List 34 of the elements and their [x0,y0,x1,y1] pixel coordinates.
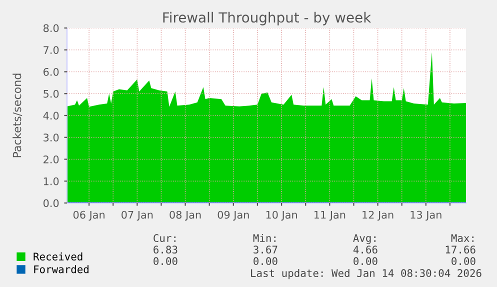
text: Max: [451,234,474,242]
text: 0.00 [154,257,178,266]
text: 3.67 [254,246,278,254]
text: 17.66 [446,246,476,254]
y-tick-label: 8.0 [44,24,59,32]
y-axis-title: Packets/second [12,74,22,158]
x-tick-label: 11 Jan [314,210,346,221]
legend-label: Received [34,252,82,260]
y-tick-label: 6.0 [44,68,59,76]
y-tick-label: 7.0 [44,46,59,54]
x-tick-label: 06 Jan [73,210,104,221]
text: Avg: [353,234,376,244]
chart-title: Firewall Throughput - by week [163,12,372,26]
x-tick-label: 07 Jan [122,210,153,221]
y-tick-label: 2.0 [44,155,59,164]
text: Cur: [154,234,176,242]
text: 0.00 [254,257,278,266]
text: 4.66 [353,246,378,254]
x-tick-label: 08 Jan [170,210,201,221]
text: Min: [253,234,276,242]
y-tick-label: 4.0 [43,112,59,120]
x-tick-label: 12 Jan [362,210,394,221]
text: 0.00 [354,257,378,266]
x-tick-label: 09 Jan [218,210,249,221]
y-tick-label: 3.0 [44,134,59,142]
text: 0.00 [452,257,476,266]
y-tick-label: 1.0 [44,177,59,186]
legend-label: Forwarded [34,265,88,274]
text: 6.83 [154,246,178,254]
x-tick-label: 13 Jan [410,210,442,221]
y-tick-label: 0.0 [43,199,59,208]
y-tick-label: 5.0 [44,90,59,98]
x-tick-label: 10 Jan [266,210,297,221]
text: Last update: Wed Jan 14 08:30:04 2026 [251,268,482,280]
